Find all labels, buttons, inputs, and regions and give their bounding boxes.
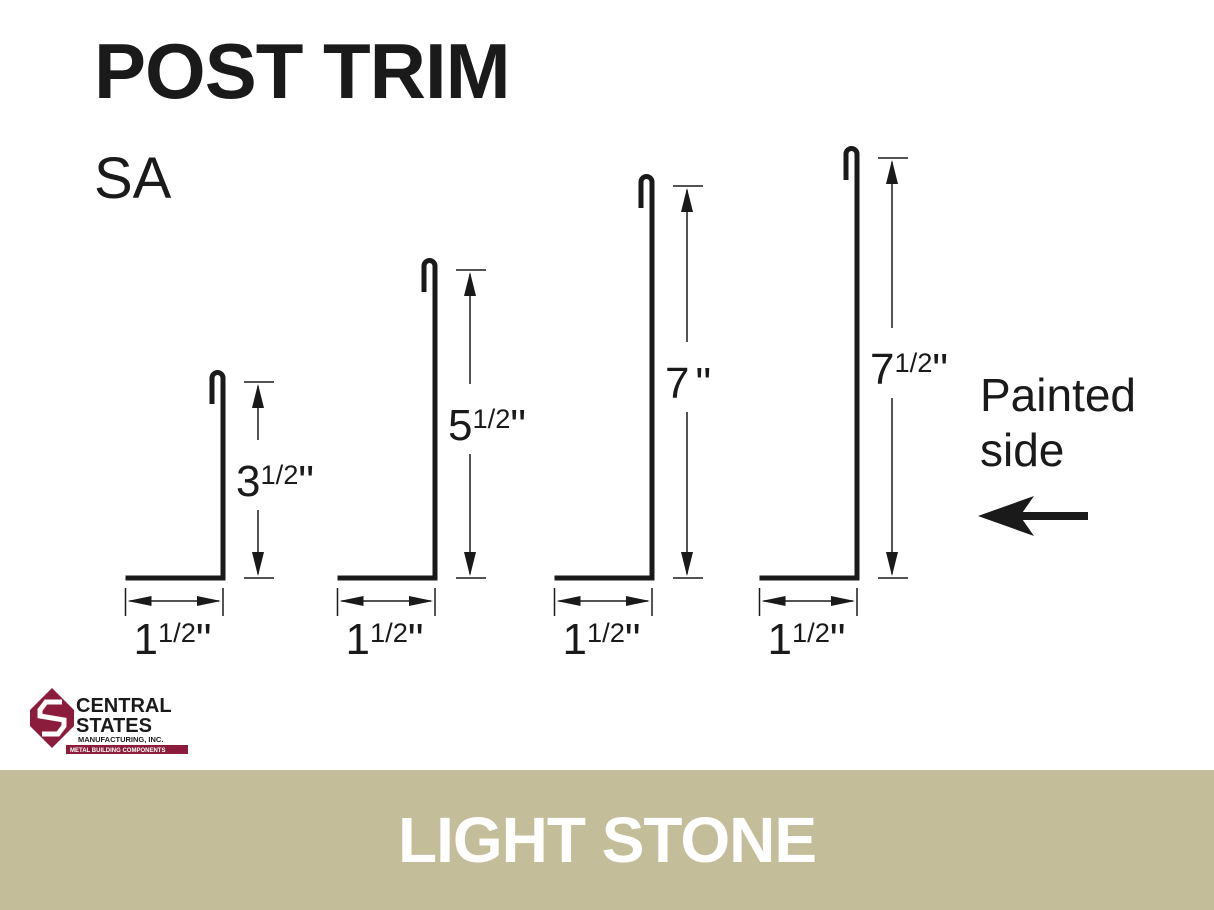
color-name: LIGHT STONE xyxy=(397,804,817,876)
height-label: 31/2" xyxy=(236,457,314,506)
label-fraction: 1/2 xyxy=(587,617,625,648)
height-label: 51/2" xyxy=(448,401,526,450)
height-label: 7 " xyxy=(665,359,711,408)
label-whole: 1 xyxy=(768,615,792,664)
width-arrow-left xyxy=(127,596,152,606)
painted-side-label: Painted side xyxy=(980,368,1136,478)
label-unit: " xyxy=(408,615,424,664)
label-whole: 5 xyxy=(448,401,472,450)
logo-line2: STATES xyxy=(76,715,152,737)
width-label: 11/2" xyxy=(134,615,212,664)
trim-profile-1 xyxy=(125,370,226,581)
width-arrow-left xyxy=(339,596,364,606)
label-whole: 1 xyxy=(134,615,158,664)
width-arrow-right xyxy=(409,596,433,606)
height-label: 71/2" xyxy=(870,345,948,394)
label-fraction: 1/2 xyxy=(472,403,510,434)
logo-line3: MANUFACTURING, INC. xyxy=(78,735,163,744)
label-fraction: 1/2 xyxy=(792,617,830,648)
label-fraction: 1/2 xyxy=(260,459,298,490)
label-fraction: 1/2 xyxy=(370,617,408,648)
painted-side-line1: Painted xyxy=(980,369,1137,421)
label-whole: 1 xyxy=(563,615,587,664)
label-unit: " xyxy=(695,359,711,408)
label-unit: " xyxy=(830,615,846,664)
label-unit: " xyxy=(625,615,641,664)
label-unit: " xyxy=(510,401,526,450)
painted-side-line2: side xyxy=(980,424,1065,476)
label-fraction: 1/2 xyxy=(894,347,932,378)
label-fraction: 1/2 xyxy=(158,617,196,648)
label-whole: 7 xyxy=(665,359,689,408)
label-unit: " xyxy=(298,457,314,506)
color-name-band: LIGHT STONE xyxy=(0,770,1214,910)
label-whole: 3 xyxy=(236,457,260,506)
width-label: 11/2" xyxy=(563,615,641,664)
height-arrow-up xyxy=(464,272,476,296)
label-unit: " xyxy=(196,615,212,664)
trim-profile-3 xyxy=(554,174,655,581)
height-arrow-down xyxy=(681,552,693,576)
width-label: 11/2" xyxy=(346,615,424,664)
height-arrow-up xyxy=(886,160,898,184)
logo-line1: CENTRAL xyxy=(76,695,172,717)
width-arrow-right xyxy=(197,596,221,606)
width-label: 11/2" xyxy=(768,615,846,664)
width-arrow-left xyxy=(761,596,786,606)
profiles-diagram: 31/2"11/2"51/2"11/2"7 "11/2"71/2"11/2" xyxy=(124,146,1088,664)
label-whole: 7 xyxy=(870,345,894,394)
height-arrow-down xyxy=(252,552,264,576)
height-arrow-down xyxy=(464,552,476,576)
trim-profile-4 xyxy=(759,146,860,581)
page-subtitle: SA xyxy=(94,146,172,211)
width-arrow-left xyxy=(556,596,581,606)
logo-line4: METAL BUILDING COMPONENTS xyxy=(70,748,165,754)
width-arrow-right xyxy=(831,596,855,606)
label-unit: " xyxy=(932,345,948,394)
height-arrow-up xyxy=(252,384,264,408)
width-arrow-right xyxy=(626,596,650,606)
height-arrow-up xyxy=(681,188,693,212)
trim-profile-2 xyxy=(337,258,438,581)
label-whole: 1 xyxy=(346,615,370,664)
logo-mark xyxy=(30,688,74,748)
page-title: POST TRIM xyxy=(94,27,511,115)
arrow-left-icon xyxy=(978,496,1034,536)
height-arrow-down xyxy=(886,552,898,576)
company-logo: CENTRAL STATES MANUFACTURING, INC. METAL… xyxy=(30,688,188,754)
